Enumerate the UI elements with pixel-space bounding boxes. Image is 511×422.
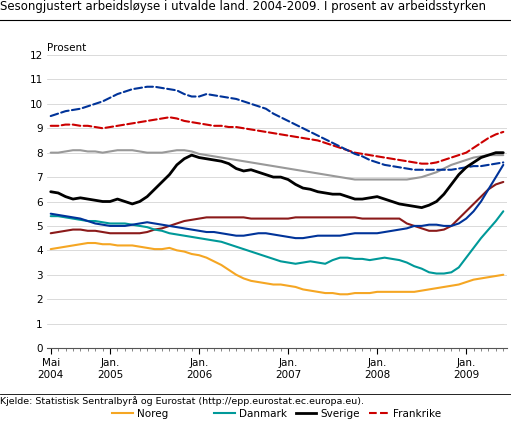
- Text: Kjelde: Statistisk Sentralbyrå og Eurostat (http://epp.eurostat.ec.europa.eu).: Kjelde: Statistisk Sentralbyrå og Eurost…: [0, 396, 364, 406]
- Legend: Noreg, Storbritannia, Danmark, USA, Sverige, EU15, Frankrike, Tyskland: Noreg, Storbritannia, Danmark, USA, Sver…: [112, 409, 442, 422]
- Text: Prosent: Prosent: [47, 43, 86, 53]
- Text: Sesongjustert arbeidsløyse i utvalde land. 2004-2009. I prosent av arbeidsstyrke: Sesongjustert arbeidsløyse i utvalde lan…: [0, 0, 486, 13]
